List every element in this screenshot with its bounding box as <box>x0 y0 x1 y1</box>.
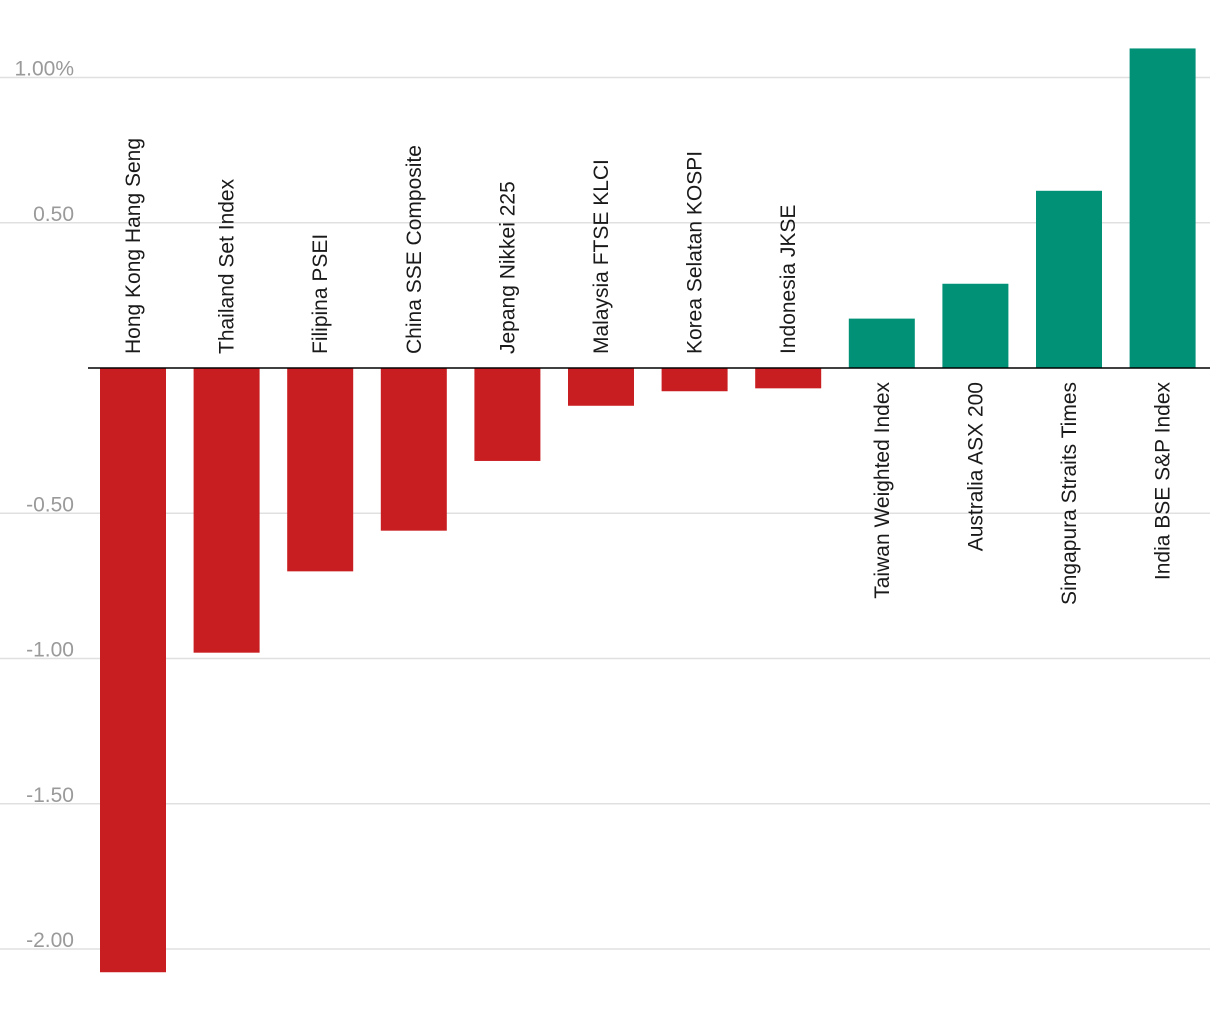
y-tick-label: -2.00 <box>26 929 74 952</box>
category-label: Singapura Straits Times <box>1058 382 1081 605</box>
category-label: Taiwan Weighted Index <box>871 382 894 599</box>
bar <box>568 368 634 406</box>
category-label: Malaysia FTSE KLCI <box>590 159 613 354</box>
category-labels: Hong Kong Hang Seng Thailand Set Index Fil… <box>122 138 1175 605</box>
bar <box>661 368 728 392</box>
bar <box>474 368 541 461</box>
category-label: Korea Selatan KOSPI <box>684 151 707 354</box>
category-label: India BSE S&P Index <box>1152 382 1175 581</box>
category-label: Filipina PSEI <box>309 234 332 354</box>
bar <box>1036 190 1102 368</box>
y-tick-label: -1.50 <box>26 784 74 807</box>
category-label: Thailand Set Index <box>216 178 239 354</box>
bar <box>942 283 1009 368</box>
y-tick-label: -0.50 <box>26 493 74 516</box>
bar <box>287 368 354 572</box>
category-label: China SSE Composite <box>403 145 426 354</box>
y-tick-label: 0.50 <box>33 203 74 226</box>
bar <box>100 368 166 973</box>
bar <box>848 318 915 368</box>
bar <box>380 368 447 531</box>
category-label: Jepang Nikkei 225 <box>496 181 519 354</box>
category-label: Indonesia JKSE <box>777 205 800 354</box>
y-tick-label: 1.00% <box>14 58 74 81</box>
category-label: Hong Kong Hang Seng <box>122 138 145 354</box>
category-label: Australia ASX 200 <box>964 382 987 551</box>
y-tick-label: -1.00 <box>26 639 74 662</box>
bar <box>193 368 260 653</box>
bar <box>755 368 822 389</box>
bars <box>100 48 1196 973</box>
bar <box>1129 48 1196 368</box>
